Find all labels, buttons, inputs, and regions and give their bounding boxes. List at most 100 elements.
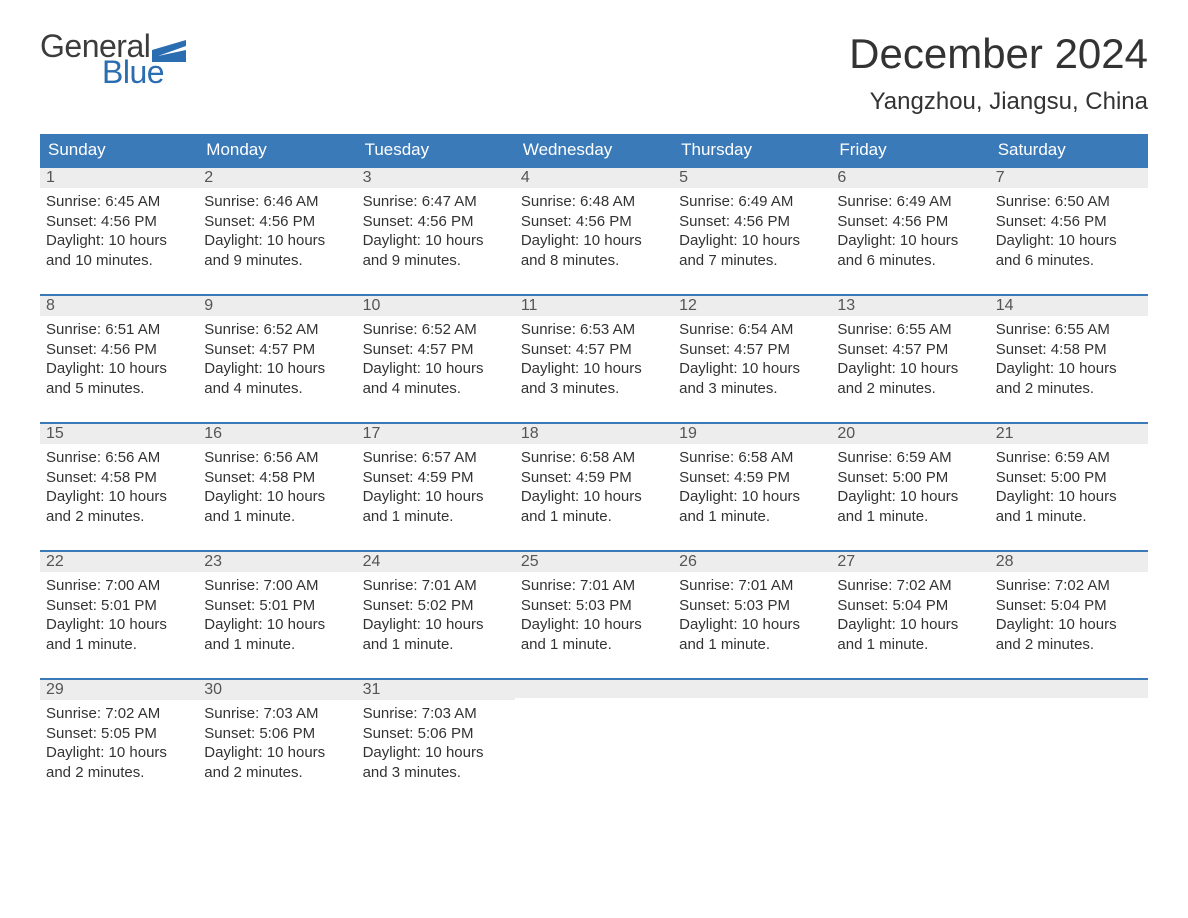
logo: General Blue (40, 30, 186, 88)
daylight-line: Daylight: 10 hours and 10 minutes. (46, 231, 192, 270)
day-cell: 22Sunrise: 7:00 AMSunset: 5:01 PMDayligh… (40, 550, 198, 678)
day-cell: 18Sunrise: 6:58 AMSunset: 4:59 PMDayligh… (515, 422, 673, 550)
daylight-line: Daylight: 10 hours and 2 minutes. (204, 743, 350, 782)
day-details: Sunrise: 6:54 AMSunset: 4:57 PMDaylight:… (673, 316, 831, 404)
weekday-header: Monday (198, 134, 356, 166)
sunset-line: Sunset: 5:00 PM (837, 468, 983, 488)
day-cell: 21Sunrise: 6:59 AMSunset: 5:00 PMDayligh… (990, 422, 1148, 550)
day-number: 13 (831, 294, 989, 316)
day-details: Sunrise: 7:03 AMSunset: 5:06 PMDaylight:… (357, 700, 515, 788)
sunset-line: Sunset: 5:01 PM (46, 596, 192, 616)
sunset-line: Sunset: 4:57 PM (837, 340, 983, 360)
daylight-line: Daylight: 10 hours and 6 minutes. (837, 231, 983, 270)
day-cell: 10Sunrise: 6:52 AMSunset: 4:57 PMDayligh… (357, 294, 515, 422)
day-cell: 20Sunrise: 6:59 AMSunset: 5:00 PMDayligh… (831, 422, 989, 550)
day-details: Sunrise: 6:58 AMSunset: 4:59 PMDaylight:… (673, 444, 831, 532)
day-number: 17 (357, 422, 515, 444)
day-details: Sunrise: 6:50 AMSunset: 4:56 PMDaylight:… (990, 188, 1148, 276)
calendar-week-row: 8Sunrise: 6:51 AMSunset: 4:56 PMDaylight… (40, 294, 1148, 422)
day-number: 23 (198, 550, 356, 572)
day-cell (515, 678, 673, 806)
sunset-line: Sunset: 4:56 PM (46, 212, 192, 232)
sunset-line: Sunset: 5:05 PM (46, 724, 192, 744)
day-details: Sunrise: 6:55 AMSunset: 4:57 PMDaylight:… (831, 316, 989, 404)
sunrise-line: Sunrise: 6:51 AM (46, 320, 192, 340)
sunset-line: Sunset: 4:58 PM (996, 340, 1142, 360)
sunset-line: Sunset: 4:57 PM (521, 340, 667, 360)
day-number: 11 (515, 294, 673, 316)
sunrise-line: Sunrise: 7:02 AM (996, 576, 1142, 596)
empty-day-bar (990, 678, 1148, 698)
day-number: 24 (357, 550, 515, 572)
sunrise-line: Sunrise: 6:59 AM (996, 448, 1142, 468)
day-details: Sunrise: 6:52 AMSunset: 4:57 PMDaylight:… (357, 316, 515, 404)
day-cell: 26Sunrise: 7:01 AMSunset: 5:03 PMDayligh… (673, 550, 831, 678)
sunrise-line: Sunrise: 6:54 AM (679, 320, 825, 340)
sunset-line: Sunset: 5:03 PM (679, 596, 825, 616)
sunset-line: Sunset: 4:56 PM (996, 212, 1142, 232)
daylight-line: Daylight: 10 hours and 4 minutes. (204, 359, 350, 398)
weekday-header: Sunday (40, 134, 198, 166)
sunset-line: Sunset: 4:57 PM (679, 340, 825, 360)
daylight-line: Daylight: 10 hours and 8 minutes. (521, 231, 667, 270)
sunrise-line: Sunrise: 6:46 AM (204, 192, 350, 212)
day-details: Sunrise: 6:49 AMSunset: 4:56 PMDaylight:… (831, 188, 989, 276)
weekday-header: Tuesday (357, 134, 515, 166)
daylight-line: Daylight: 10 hours and 2 minutes. (996, 359, 1142, 398)
calendar-body: 1Sunrise: 6:45 AMSunset: 4:56 PMDaylight… (40, 166, 1148, 806)
sunset-line: Sunset: 4:56 PM (837, 212, 983, 232)
day-cell: 30Sunrise: 7:03 AMSunset: 5:06 PMDayligh… (198, 678, 356, 806)
sunrise-line: Sunrise: 7:00 AM (46, 576, 192, 596)
day-number: 7 (990, 166, 1148, 188)
sunset-line: Sunset: 4:56 PM (204, 212, 350, 232)
title-block: December 2024 Yangzhou, Jiangsu, China (849, 30, 1148, 116)
day-details: Sunrise: 6:59 AMSunset: 5:00 PMDaylight:… (990, 444, 1148, 532)
empty-day-bar (673, 678, 831, 698)
day-number: 12 (673, 294, 831, 316)
day-details: Sunrise: 7:01 AMSunset: 5:03 PMDaylight:… (515, 572, 673, 660)
empty-day-bar (831, 678, 989, 698)
daylight-line: Daylight: 10 hours and 2 minutes. (46, 487, 192, 526)
day-details: Sunrise: 6:51 AMSunset: 4:56 PMDaylight:… (40, 316, 198, 404)
day-number: 10 (357, 294, 515, 316)
day-details: Sunrise: 6:49 AMSunset: 4:56 PMDaylight:… (673, 188, 831, 276)
day-number: 18 (515, 422, 673, 444)
empty-day-bar (515, 678, 673, 698)
day-cell (673, 678, 831, 806)
sunset-line: Sunset: 4:56 PM (521, 212, 667, 232)
daylight-line: Daylight: 10 hours and 5 minutes. (46, 359, 192, 398)
sunrise-line: Sunrise: 6:49 AM (837, 192, 983, 212)
day-number: 2 (198, 166, 356, 188)
day-details: Sunrise: 6:57 AMSunset: 4:59 PMDaylight:… (357, 444, 515, 532)
sunrise-line: Sunrise: 7:01 AM (363, 576, 509, 596)
sunset-line: Sunset: 5:04 PM (996, 596, 1142, 616)
day-details: Sunrise: 6:47 AMSunset: 4:56 PMDaylight:… (357, 188, 515, 276)
sunset-line: Sunset: 5:00 PM (996, 468, 1142, 488)
month-title: December 2024 (849, 30, 1148, 78)
sunset-line: Sunset: 4:57 PM (204, 340, 350, 360)
day-details: Sunrise: 7:01 AMSunset: 5:03 PMDaylight:… (673, 572, 831, 660)
day-number: 28 (990, 550, 1148, 572)
sunrise-line: Sunrise: 6:47 AM (363, 192, 509, 212)
sunset-line: Sunset: 5:03 PM (521, 596, 667, 616)
sunset-line: Sunset: 4:58 PM (46, 468, 192, 488)
day-cell: 31Sunrise: 7:03 AMSunset: 5:06 PMDayligh… (357, 678, 515, 806)
weekday-header: Friday (831, 134, 989, 166)
daylight-line: Daylight: 10 hours and 2 minutes. (46, 743, 192, 782)
day-number: 8 (40, 294, 198, 316)
sunrise-line: Sunrise: 7:02 AM (837, 576, 983, 596)
logo-word-blue: Blue (102, 56, 186, 88)
sunset-line: Sunset: 4:58 PM (204, 468, 350, 488)
day-details: Sunrise: 7:02 AMSunset: 5:05 PMDaylight:… (40, 700, 198, 788)
daylight-line: Daylight: 10 hours and 4 minutes. (363, 359, 509, 398)
daylight-line: Daylight: 10 hours and 2 minutes. (996, 615, 1142, 654)
sunrise-line: Sunrise: 7:00 AM (204, 576, 350, 596)
day-number: 22 (40, 550, 198, 572)
sunset-line: Sunset: 5:04 PM (837, 596, 983, 616)
day-number: 6 (831, 166, 989, 188)
sunrise-line: Sunrise: 6:59 AM (837, 448, 983, 468)
sunrise-line: Sunrise: 6:48 AM (521, 192, 667, 212)
daylight-line: Daylight: 10 hours and 1 minute. (837, 487, 983, 526)
day-details: Sunrise: 6:46 AMSunset: 4:56 PMDaylight:… (198, 188, 356, 276)
day-number: 29 (40, 678, 198, 700)
